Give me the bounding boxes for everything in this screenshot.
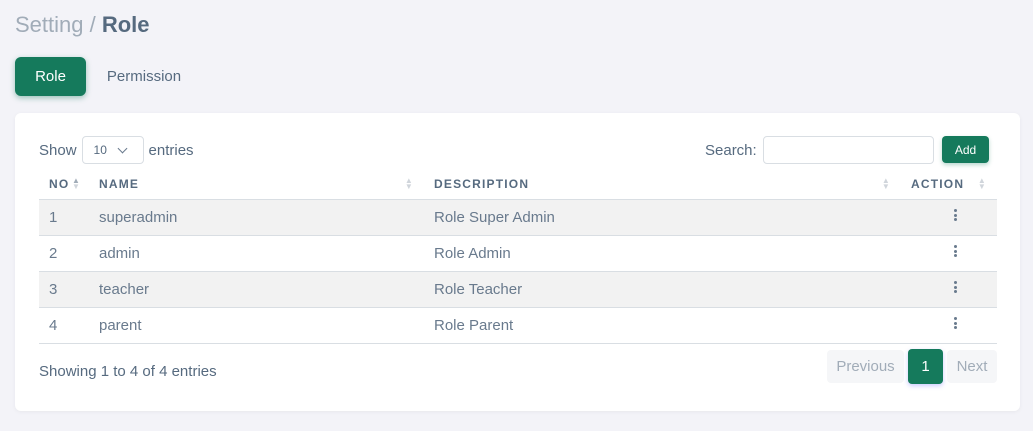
table-row: 3 teacher Role Teacher bbox=[39, 271, 997, 308]
cell-action bbox=[901, 307, 997, 344]
page-1-button[interactable]: 1 bbox=[908, 349, 943, 384]
table-row: 4 parent Role Parent bbox=[39, 307, 997, 344]
previous-button[interactable]: Previous bbox=[827, 350, 904, 383]
entries-length: Show 10 entries bbox=[39, 136, 194, 164]
more-vertical-icon[interactable] bbox=[954, 280, 957, 295]
entries-value: 10 bbox=[93, 143, 107, 157]
cell-no: 1 bbox=[39, 199, 89, 236]
cell-no: 2 bbox=[39, 235, 89, 272]
cell-description: Role Admin bbox=[424, 235, 901, 272]
cell-action bbox=[901, 199, 997, 236]
add-button[interactable]: Add bbox=[942, 136, 989, 163]
tab-permission[interactable]: Permission bbox=[106, 68, 182, 85]
show-label: Show bbox=[39, 141, 77, 159]
column-header-name[interactable]: NAME ▲ ▼ bbox=[89, 170, 424, 200]
search-label: Search: bbox=[705, 141, 757, 159]
breadcrumb: Setting / Role bbox=[15, 12, 150, 38]
cell-name: teacher bbox=[89, 271, 424, 308]
cell-no: 4 bbox=[39, 307, 89, 344]
sort-icon: ▲ ▼ bbox=[404, 176, 414, 191]
cell-action bbox=[901, 235, 997, 272]
cell-name: admin bbox=[89, 235, 424, 272]
table-info: Showing 1 to 4 of 4 entries bbox=[39, 363, 217, 380]
cell-description: Role Parent bbox=[424, 307, 901, 344]
column-header-action[interactable]: ACTION ▲ ▼ bbox=[901, 170, 997, 200]
cell-description: Role Super Admin bbox=[424, 199, 901, 236]
tab-role[interactable]: Role bbox=[15, 57, 86, 96]
table-row: 1 superadmin Role Super Admin bbox=[39, 199, 997, 236]
search-area: Search: bbox=[705, 136, 934, 164]
sort-icon: ▲ ▼ bbox=[881, 176, 891, 191]
entries-select[interactable]: 10 bbox=[81, 136, 144, 164]
roles-card: Show 10 entries Search: Add NO ▲ ▼ NAME ▲ ▼ … bbox=[15, 113, 1020, 411]
breadcrumb-parent[interactable]: Setting / bbox=[15, 12, 96, 37]
cell-action bbox=[901, 271, 997, 308]
page-title: Role bbox=[101, 12, 150, 37]
column-header-no[interactable]: NO ▲ ▼ bbox=[39, 170, 89, 200]
cell-description: Role Teacher bbox=[424, 271, 901, 308]
next-button[interactable]: Next bbox=[947, 350, 997, 383]
cell-name: superadmin bbox=[89, 199, 424, 236]
cell-no: 3 bbox=[39, 271, 89, 308]
more-vertical-icon[interactable] bbox=[954, 208, 957, 223]
table-row: 2 admin Role Admin bbox=[39, 235, 997, 272]
roles-table: NO ▲ ▼ NAME ▲ ▼ DESCRIPTION ▲ ▼ ACTION ▲ ▼ 1 sup… bbox=[39, 170, 997, 344]
sort-icon: ▲ ▼ bbox=[72, 176, 82, 191]
entries-label: entries bbox=[148, 141, 194, 159]
column-header-description[interactable]: DESCRIPTION ▲ ▼ bbox=[424, 170, 901, 200]
search-input[interactable] bbox=[762, 136, 934, 164]
sort-icon: ▲ ▼ bbox=[977, 176, 987, 191]
cell-name: parent bbox=[89, 307, 424, 344]
chevron-down-icon bbox=[117, 143, 128, 153]
more-vertical-icon[interactable] bbox=[954, 316, 957, 331]
more-vertical-icon[interactable] bbox=[954, 244, 957, 259]
